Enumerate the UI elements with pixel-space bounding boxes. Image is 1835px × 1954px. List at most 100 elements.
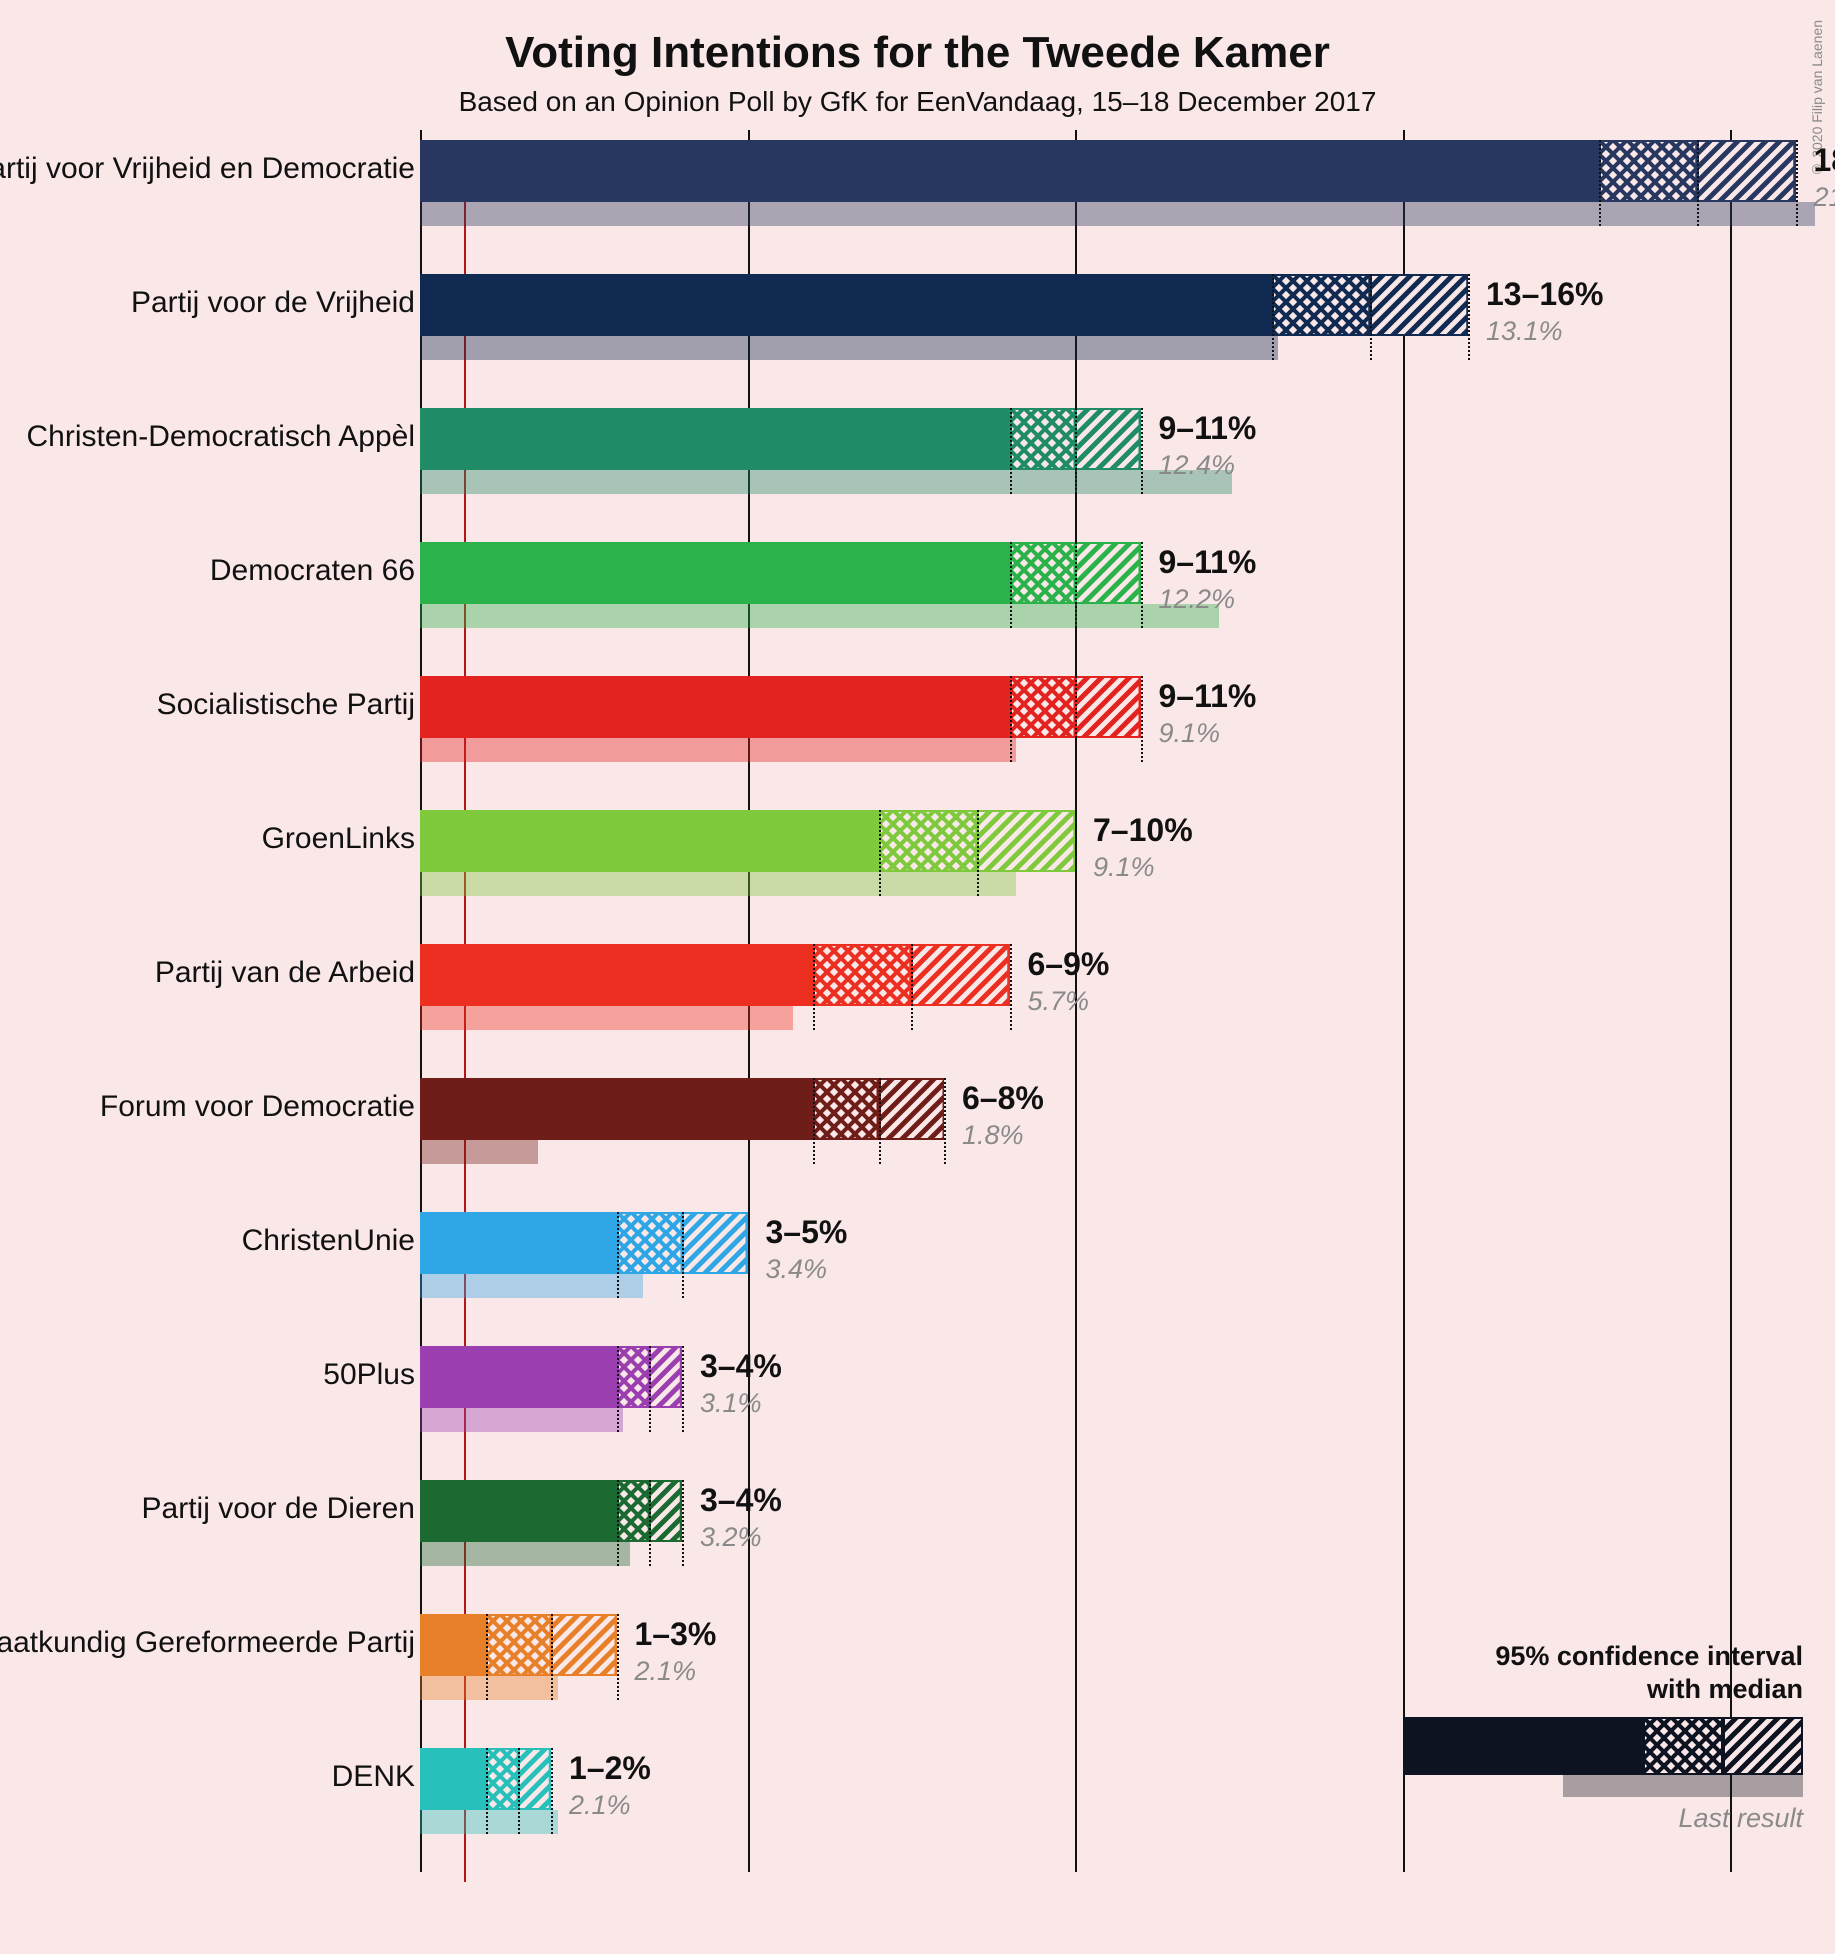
bar-ci-high: [682, 1212, 748, 1274]
bar-ci-low: [617, 1346, 650, 1408]
last-result-bar: [420, 1542, 630, 1566]
ci-marker: [1141, 408, 1143, 494]
value-range-label: 6–8%: [962, 1080, 1044, 1117]
bar-ci-low: [879, 810, 977, 872]
last-result-bar: [420, 470, 1232, 494]
value-range-label: 18–21%: [1814, 142, 1835, 179]
party-label: 50Plus: [323, 1358, 415, 1392]
party-row: Partij voor de Vrijheid13–16%13.1%: [0, 274, 1835, 392]
value-range-label: 7–10%: [1093, 812, 1193, 849]
bar-solid: [420, 1212, 617, 1274]
last-result-label: 9.1%: [1093, 852, 1155, 883]
value-range-label: 9–11%: [1159, 544, 1257, 581]
ci-marker: [682, 1212, 684, 1298]
last-result-label: 13.1%: [1486, 316, 1563, 347]
ci-marker: [1141, 542, 1143, 628]
bar-ci-low: [617, 1212, 683, 1274]
bar-ci-high: [1697, 140, 1795, 202]
bar-solid: [420, 1346, 617, 1408]
ci-marker: [1010, 408, 1012, 494]
bar-solid: [420, 1748, 486, 1810]
legend-last-label: Last result: [1403, 1803, 1803, 1834]
party-label: Socialistische Partij: [157, 688, 415, 722]
bar-solid: [420, 944, 813, 1006]
ci-marker: [748, 1212, 750, 1298]
legend-bar: [1403, 1717, 1803, 1775]
party-label: Partij voor de Dieren: [142, 1492, 415, 1526]
party-label: Staatkundig Gereformeerde Partij: [0, 1626, 415, 1660]
ci-marker: [617, 1212, 619, 1298]
bar-ci-low: [617, 1480, 650, 1542]
bar-ci-high: [977, 810, 1075, 872]
bar-ci-high: [1075, 542, 1141, 604]
ci-marker: [1075, 676, 1077, 762]
bar-ci-low: [1272, 274, 1370, 336]
bar-solid: [420, 542, 1010, 604]
ci-marker: [1272, 274, 1274, 360]
ci-marker: [617, 1346, 619, 1432]
ci-marker: [977, 810, 979, 896]
party-label: GroenLinks: [262, 822, 415, 856]
last-result-bar: [420, 872, 1016, 896]
bar-ci-low: [813, 1078, 879, 1140]
last-result-label: 2.1%: [635, 1656, 697, 1687]
party-label: Partij voor de Vrijheid: [131, 286, 415, 320]
party-label: Christen-Democratisch Appèl: [27, 420, 416, 454]
ci-marker: [944, 1078, 946, 1164]
last-result-bar: [420, 1140, 538, 1164]
last-result-label: 1.8%: [962, 1120, 1024, 1151]
ci-marker: [617, 1614, 619, 1700]
bar-ci-low: [813, 944, 911, 1006]
last-result-label: 5.7%: [1028, 986, 1090, 1017]
bar-ci-low: [486, 1614, 552, 1676]
last-result-bar: [420, 202, 1815, 226]
bar-solid: [420, 676, 1010, 738]
party-row: ChristenUnie3–5%3.4%: [0, 1212, 1835, 1330]
value-range-label: 1–2%: [569, 1750, 651, 1787]
party-label: DENK: [332, 1760, 415, 1794]
party-row: Volkspartij voor Vrijheid en Democratie 1…: [0, 140, 1835, 258]
legend-diagonal-segment: [1723, 1717, 1803, 1775]
ci-marker: [1370, 274, 1372, 360]
party-label: Partij van de Arbeid: [155, 956, 415, 990]
party-row: Partij van de Arbeid 6–9%5.7%: [0, 944, 1835, 1062]
bar-ci-high: [518, 1748, 551, 1810]
ci-marker: [1141, 676, 1143, 762]
party-row: Christen-Democratisch Appèl9–11%12.4%: [0, 408, 1835, 526]
bar-ci-high: [649, 1346, 682, 1408]
value-range-label: 6–9%: [1028, 946, 1110, 983]
bar-ci-low: [1010, 542, 1076, 604]
party-label: Volkspartij voor Vrijheid en Democratie: [0, 152, 415, 186]
bar-ci-high: [551, 1614, 617, 1676]
bar-solid: [420, 408, 1010, 470]
bar-ci-low: [1010, 408, 1076, 470]
ci-marker: [911, 944, 913, 1030]
bar-ci-high: [1075, 408, 1141, 470]
ci-marker: [1075, 810, 1077, 896]
last-result-label: 3.2%: [700, 1522, 762, 1553]
last-result-bar: [420, 1810, 558, 1834]
chart-subtitle: Based on an Opinion Poll by GfK for EenV…: [0, 86, 1835, 118]
party-label: Forum voor Democratie: [100, 1090, 415, 1124]
last-result-bar: [420, 1274, 643, 1298]
ci-marker: [518, 1748, 520, 1834]
ci-marker: [617, 1480, 619, 1566]
ci-marker: [1075, 408, 1077, 494]
bar-ci-low: [1010, 676, 1076, 738]
last-result-label: 12.4%: [1159, 450, 1236, 481]
bar-ci-high: [1370, 274, 1468, 336]
ci-marker: [486, 1614, 488, 1700]
value-range-label: 3–4%: [700, 1348, 782, 1385]
last-result-bar: [420, 1676, 558, 1700]
ci-marker: [879, 1078, 881, 1164]
last-result-label: 2.1%: [569, 1790, 631, 1821]
last-result-label: 12.2%: [1159, 584, 1236, 615]
value-range-label: 1–3%: [635, 1616, 717, 1653]
bar-ci-low: [1599, 140, 1697, 202]
bar-solid: [420, 1614, 486, 1676]
last-result-bar: [420, 1006, 793, 1030]
last-result-bar: [420, 1408, 623, 1432]
party-row: 50Plus3–4%3.1%: [0, 1346, 1835, 1464]
bar-solid: [420, 140, 1599, 202]
ci-marker: [1599, 140, 1601, 226]
